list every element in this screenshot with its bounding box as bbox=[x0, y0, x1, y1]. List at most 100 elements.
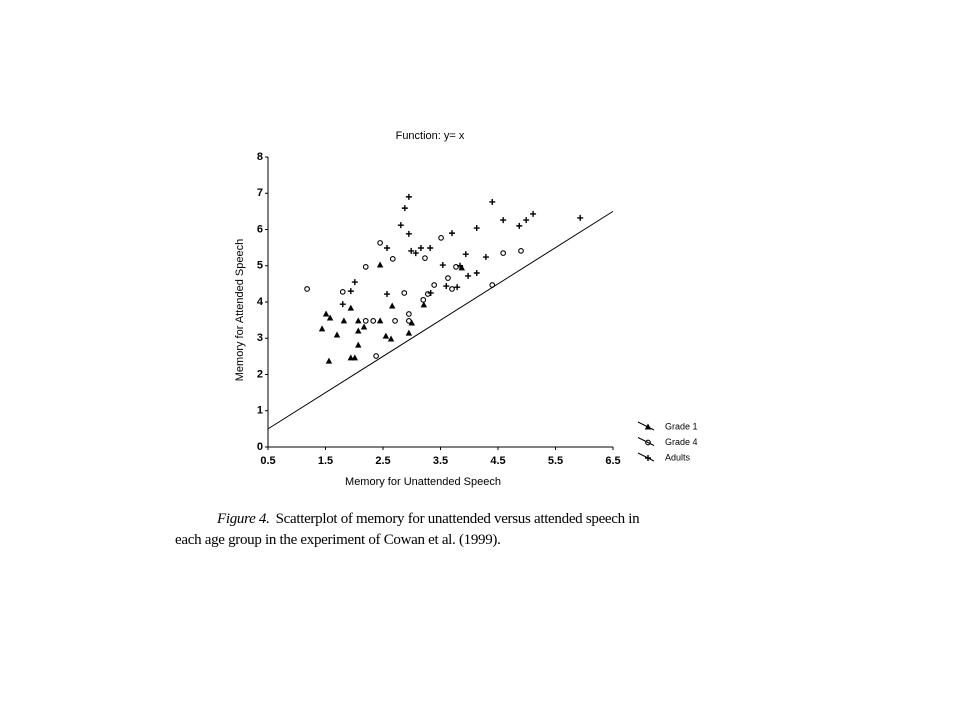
point bbox=[453, 263, 459, 270]
point bbox=[376, 261, 384, 268]
x-tick-label: 5.5 bbox=[548, 455, 563, 467]
x-tick-label: 3.5 bbox=[433, 455, 448, 467]
point bbox=[438, 234, 444, 241]
point bbox=[427, 244, 434, 251]
caption: Figure 4. Scatterplot of memory for unatt… bbox=[175, 509, 735, 551]
point bbox=[326, 314, 334, 321]
point bbox=[389, 256, 396, 262]
legend-label: Grade 1 bbox=[665, 421, 698, 431]
point bbox=[412, 250, 419, 257]
point bbox=[384, 244, 391, 251]
point bbox=[347, 288, 354, 295]
point bbox=[454, 284, 461, 291]
point bbox=[500, 217, 507, 224]
y-axis-label: Memory for Attended Speech bbox=[234, 239, 246, 381]
y-tick-label: 5 bbox=[257, 260, 263, 272]
x-tick-label: 0.5 bbox=[260, 455, 275, 467]
legend-item: Adults bbox=[637, 452, 691, 462]
point bbox=[362, 263, 369, 270]
point bbox=[406, 311, 412, 317]
point bbox=[373, 353, 379, 359]
point bbox=[401, 205, 408, 212]
legend-item: Grade 4 bbox=[637, 437, 698, 447]
point bbox=[482, 254, 489, 261]
point bbox=[405, 329, 413, 336]
x-tick-label: 4.5 bbox=[490, 455, 505, 467]
point bbox=[339, 301, 346, 308]
point bbox=[360, 323, 368, 330]
y-tick-label: 6 bbox=[257, 223, 263, 235]
point bbox=[355, 327, 362, 334]
point bbox=[355, 317, 362, 324]
point bbox=[351, 354, 359, 361]
point bbox=[445, 275, 451, 281]
x-axis-label: Memory for Unattended Speech bbox=[345, 476, 501, 488]
point bbox=[333, 331, 341, 338]
x-tick-label: 1.5 bbox=[318, 455, 333, 467]
point bbox=[362, 318, 369, 324]
caption-line: each age group in the experiment of Cowa… bbox=[175, 532, 501, 548]
point bbox=[473, 225, 480, 232]
point bbox=[370, 318, 377, 324]
point bbox=[408, 319, 415, 326]
point bbox=[347, 304, 354, 311]
chart: Function: y= x Memory for Unattended Spe… bbox=[234, 130, 698, 488]
point bbox=[405, 230, 412, 237]
point bbox=[443, 283, 450, 290]
chart-title: Function: y= x bbox=[396, 130, 465, 142]
point bbox=[408, 247, 415, 254]
y-tick-label: 4 bbox=[257, 296, 264, 308]
point bbox=[384, 291, 391, 298]
legend-line bbox=[637, 452, 655, 462]
point bbox=[405, 193, 412, 200]
x-tick-label: 2.5 bbox=[375, 455, 390, 467]
point bbox=[376, 317, 384, 324]
point bbox=[355, 341, 362, 348]
y-tick-label: 3 bbox=[257, 332, 263, 344]
legend-line bbox=[637, 421, 655, 431]
point bbox=[420, 296, 427, 303]
point bbox=[304, 286, 310, 292]
point bbox=[340, 317, 348, 324]
point bbox=[417, 244, 424, 251]
point bbox=[389, 302, 396, 309]
legend-label: Grade 4 bbox=[665, 437, 698, 447]
y-tick-label: 8 bbox=[257, 151, 263, 163]
point bbox=[465, 272, 472, 279]
point bbox=[500, 250, 507, 256]
point bbox=[322, 310, 330, 317]
point bbox=[449, 230, 455, 237]
x-tick-label: 6.5 bbox=[605, 455, 620, 467]
point bbox=[530, 210, 537, 217]
point bbox=[392, 318, 398, 324]
y-tick-label: 0 bbox=[257, 441, 263, 453]
legend-label: Adults bbox=[665, 452, 691, 462]
point bbox=[518, 248, 524, 254]
point bbox=[489, 282, 496, 288]
point bbox=[431, 282, 438, 288]
y-tick-label: 2 bbox=[257, 368, 263, 380]
point bbox=[427, 289, 434, 296]
y-tick-label: 7 bbox=[257, 187, 263, 199]
point bbox=[577, 214, 584, 221]
point bbox=[351, 279, 358, 286]
point bbox=[439, 262, 446, 269]
legend-marker bbox=[644, 423, 652, 430]
point bbox=[339, 289, 346, 295]
point bbox=[325, 357, 333, 364]
point bbox=[318, 325, 326, 332]
y-tick-label: 1 bbox=[257, 405, 263, 417]
point bbox=[387, 335, 395, 342]
point bbox=[462, 251, 469, 258]
legend-marker bbox=[645, 439, 651, 446]
point bbox=[449, 286, 455, 292]
point bbox=[422, 255, 428, 261]
legend-item: Grade 1 bbox=[637, 421, 698, 431]
caption-text: Scatterplot of memory for unattended ver… bbox=[275, 511, 640, 527]
point bbox=[420, 301, 428, 308]
caption-line: Figure 4. Scatterplot of memory for unatt… bbox=[175, 509, 735, 530]
point bbox=[347, 354, 354, 361]
point bbox=[401, 290, 408, 296]
point bbox=[473, 270, 480, 276]
